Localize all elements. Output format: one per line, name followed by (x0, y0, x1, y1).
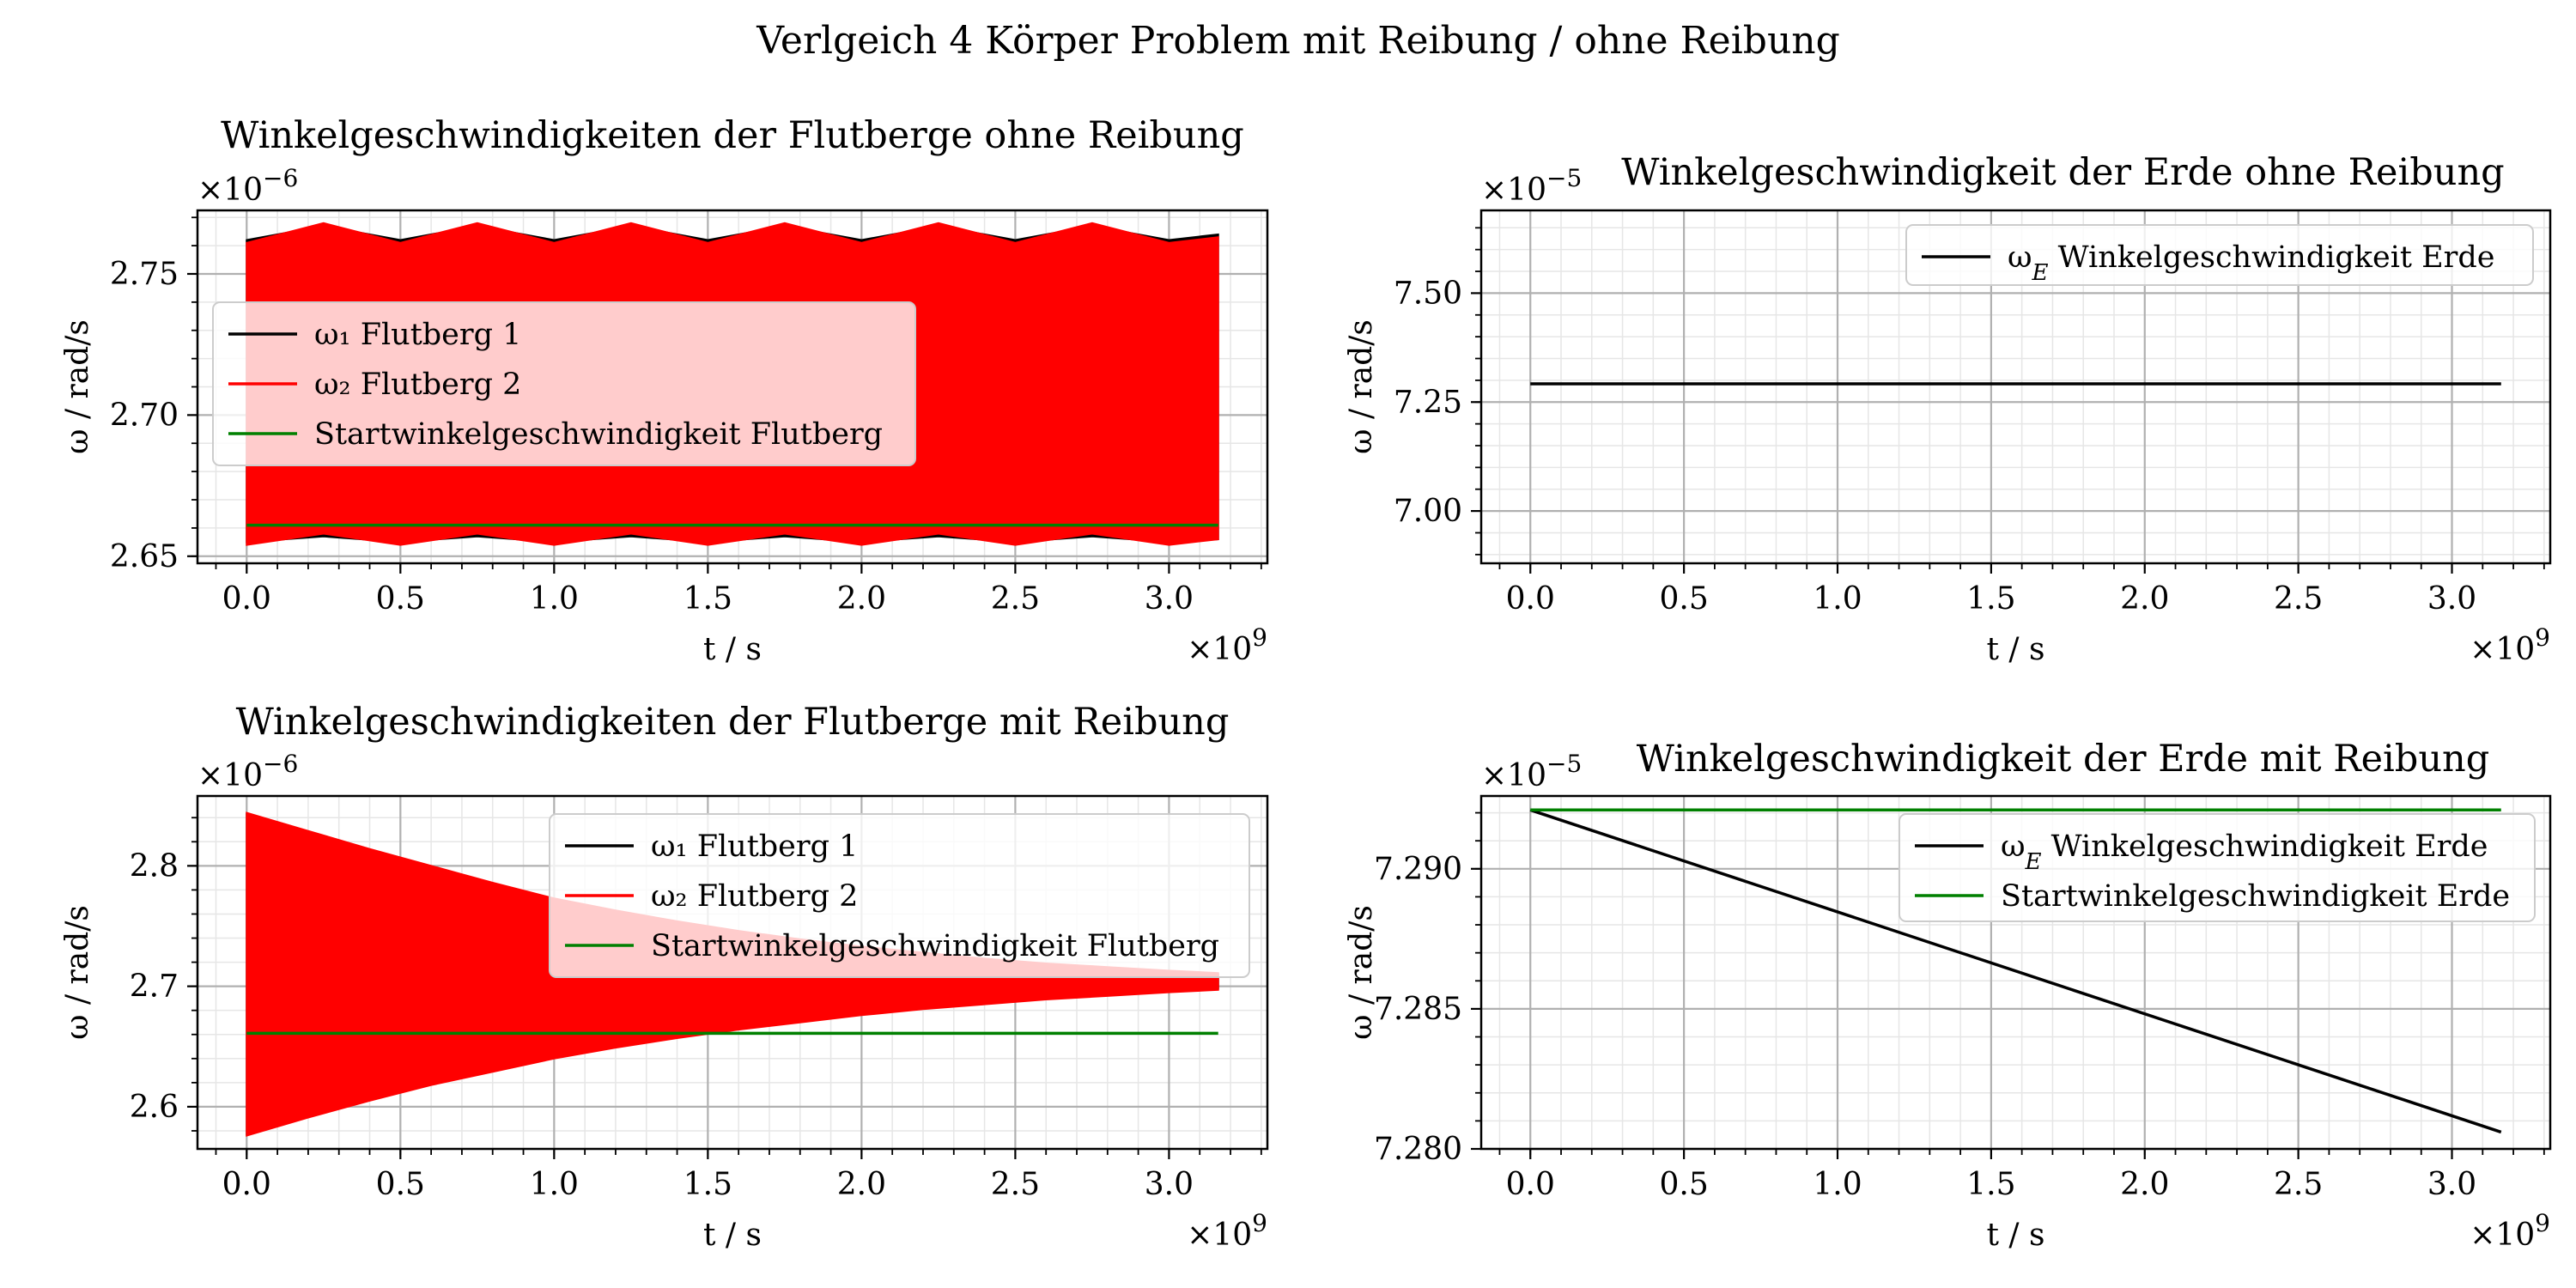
x-tick-label: 0.0 (222, 581, 271, 617)
y-tick-label: 7.280 (1374, 1132, 1462, 1167)
axes-frame (1479, 794, 2552, 1151)
x-tick-label: 2.5 (991, 1167, 1040, 1202)
x-tick-label: 2.0 (837, 581, 886, 617)
y-axis-label: ω / rad/s (60, 905, 95, 1040)
chart-title: Winkelgeschwindigkeiten der Flutberge mi… (236, 701, 1230, 744)
x-tick-label: 0.0 (1506, 1167, 1555, 1202)
x-axis-label: t / s (703, 1218, 762, 1253)
legend-label: ω₂ Flutberg 2 (651, 879, 858, 914)
chart-title: Winkelgeschwindigkeit der Erde ohne Reib… (1621, 151, 2504, 194)
x-tick-label: 1.5 (1966, 581, 2015, 617)
legend: ω₁ Flutberg 1 ω₂ Flutberg 2 Startwinkelges… (212, 301, 916, 466)
legend: ωE Winkelgeschwindigkeit Erde (1905, 224, 2534, 286)
y-tick-label: 7.290 (1374, 852, 1462, 887)
y-tick-label: 7.285 (1374, 992, 1462, 1027)
x-tick-label: 1.5 (683, 581, 732, 617)
x-tick-label: 1.5 (1966, 1167, 2015, 1202)
legend-box (549, 813, 1250, 978)
y-axis-label: ω / rad/s (1344, 905, 1379, 1040)
legend-box (1899, 813, 2536, 922)
y-axis-label: ω / rad/s (1344, 319, 1379, 454)
legend-label: Startwinkelgeschwindigkeit Erde (2001, 879, 2510, 914)
axes-frame (196, 794, 1269, 1151)
y-tick-label: 2.75 (110, 257, 179, 292)
chart-title: Winkelgeschwindigkeit der Erde mit Reibu… (1637, 738, 2490, 781)
x-tick-label: 0.5 (376, 1167, 425, 1202)
chart-title: Winkelgeschwindigkeiten der Flutberge oh… (221, 114, 1244, 157)
x-tick-label: 1.0 (1813, 581, 1862, 617)
x-tick-label: 1.0 (530, 1167, 579, 1202)
axes-frame (1479, 209, 2552, 565)
x-axis-label: t / s (703, 632, 762, 667)
x-tick-label: 0.5 (1659, 581, 1708, 617)
x-tick-label: 1.0 (1813, 1167, 1862, 1202)
x-tick-label: 2.0 (2120, 581, 2169, 617)
y-tick-label: 7.00 (1394, 494, 1462, 529)
legend-label: ωE Winkelgeschwindigkeit Erde (2001, 829, 2488, 875)
x-tick-label: 1.0 (530, 581, 579, 617)
x-axis-label: t / s (1987, 1218, 2045, 1253)
chart-panel-1: 0.0 0.5 1.0 1.5 2.0 2.5 3.0 2.65 2.70 2.75 t / s ω … (60, 114, 1269, 667)
legend: ωE Winkelgeschwindigkeit Erde Startwinkel… (1899, 813, 2536, 922)
x-tick-label: 3.0 (1145, 1167, 1194, 1202)
legend-label: Startwinkelgeschwindigkeit Flutberg (314, 417, 883, 452)
chart-panel-2: 0.0 0.5 1.0 1.5 2.0 2.5 3.0 7.00 7.25 7.50 t / s ω … (1344, 151, 2552, 667)
legend-label: Startwinkelgeschwindigkeit Flutberg (651, 929, 1219, 963)
y-tick-label: 2.8 (130, 848, 179, 884)
legend: ω₁ Flutberg 1 ω₂ Flutberg 2 Startwinkelges… (549, 813, 1250, 978)
y-tick-label: 2.6 (130, 1090, 179, 1125)
x-tick-label: 0.5 (376, 581, 425, 617)
y-tick-label: 7.25 (1394, 385, 1462, 420)
x-tick-label: 0.0 (222, 1167, 271, 1202)
legend-label: ω₁ Flutberg 1 (314, 318, 521, 352)
legend-label: ω₂ Flutberg 2 (314, 368, 521, 402)
x-tick-label: 3.0 (2427, 1167, 2476, 1202)
x-tick-label: 0.0 (1506, 581, 1555, 617)
chart-panel-4: 0.0 0.5 1.0 1.5 2.0 2.5 3.0 7.280 7.285 7.290 t / … (1344, 738, 2552, 1253)
y-tick-label: 7.50 (1394, 276, 1462, 311)
x-tick-label: 2.0 (2120, 1167, 2169, 1202)
y-tick-label: 2.65 (110, 539, 179, 574)
x-axis-label: t / s (1987, 632, 2045, 667)
x-tick-label: 1.5 (683, 1167, 732, 1202)
figure-suptitle: Verlgeich 4 Körper Problem mit Reibung /… (756, 19, 1840, 63)
series-line-1 (1529, 808, 2502, 1134)
chart-panel-3: 0.0 0.5 1.0 1.5 2.0 2.5 3.0 2.6 2.7 2.8 t / s ω / r… (60, 701, 1269, 1253)
y-tick-label: 2.7 (130, 969, 179, 1005)
panels: 0.0 0.5 1.0 1.5 2.0 2.5 3.0 2.65 2.70 2.75 t / s ω … (60, 114, 2552, 1253)
x-tick-label: 0.5 (1659, 1167, 1708, 1202)
x-tick-label: 2.5 (2274, 581, 2323, 617)
x-tick-label: 2.5 (991, 581, 1040, 617)
legend-box (212, 301, 916, 466)
legend-label: ωE Winkelgeschwindigkeit Erde (2008, 240, 2495, 286)
x-tick-label: 3.0 (1145, 581, 1194, 617)
x-tick-label: 2.0 (837, 1167, 886, 1202)
legend-label: ω₁ Flutberg 1 (651, 829, 858, 864)
x-tick-label: 3.0 (2427, 581, 2476, 617)
y-tick-label: 2.70 (110, 398, 179, 433)
x-tick-label: 2.5 (2274, 1167, 2323, 1202)
legend-box (1905, 224, 2534, 286)
y-axis-label: ω / rad/s (60, 319, 95, 454)
